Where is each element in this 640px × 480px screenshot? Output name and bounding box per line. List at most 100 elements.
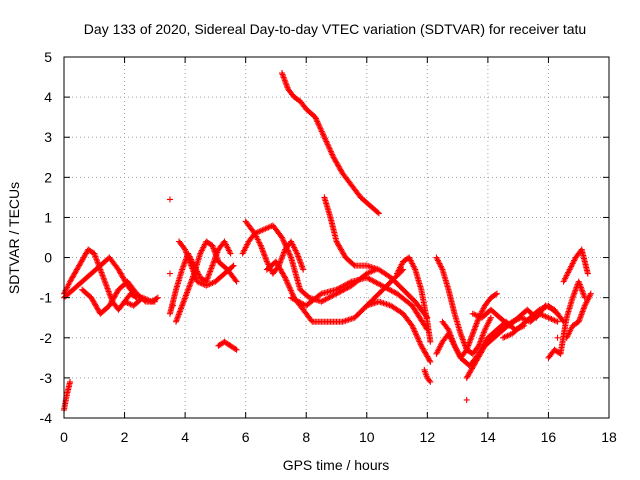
y-tick-label: 1	[44, 209, 52, 225]
data-point	[227, 250, 234, 257]
x-axis-title: GPS time / hours	[283, 457, 390, 473]
data-point	[312, 114, 319, 121]
y-tick-label: 2	[44, 169, 52, 185]
data-point	[285, 248, 292, 255]
y-tick-labels: -4 -3 -2 -1 0 1 2 3 4 5	[40, 49, 53, 426]
data-point	[286, 284, 293, 291]
data-point	[413, 331, 420, 338]
data-point	[325, 142, 332, 149]
data-point	[427, 338, 434, 345]
gridlines	[64, 57, 609, 418]
data-point	[232, 346, 239, 353]
y-tick-label: 5	[44, 49, 52, 65]
y-tick-label: -4	[40, 410, 53, 426]
data-point	[285, 281, 292, 288]
data-point	[315, 121, 322, 128]
x-tick-label: 12	[420, 429, 436, 445]
data-point	[327, 148, 334, 155]
data-point	[286, 251, 293, 258]
data-point	[493, 290, 500, 297]
x-tick-label: 6	[242, 429, 250, 445]
data-point	[554, 334, 561, 341]
data-point	[409, 324, 416, 331]
y-tick-label: -3	[40, 370, 53, 386]
x-tick-labels: 0 2 4 6 8 10 12 14 16 18	[60, 429, 617, 445]
data-point	[170, 302, 176, 309]
data-point	[284, 280, 291, 287]
data-point	[319, 129, 326, 136]
data-point	[317, 125, 324, 132]
data-point	[326, 145, 333, 152]
data-point	[317, 291, 324, 298]
y-tick-label: -2	[40, 330, 53, 346]
data-point	[542, 302, 549, 309]
chart-title: Day 133 of 2020, Sidereal Day-to-day VTE…	[84, 21, 586, 37]
data-point	[67, 378, 74, 385]
data-point	[281, 240, 288, 247]
data-point	[463, 396, 470, 403]
x-tick-label: 18	[601, 429, 617, 445]
data-point	[288, 288, 295, 295]
data-point	[283, 244, 290, 251]
data-point	[280, 238, 287, 245]
data-point	[230, 262, 237, 269]
data-point	[314, 119, 321, 126]
data-point	[417, 341, 424, 348]
data-point	[283, 277, 290, 284]
data-point	[374, 209, 381, 216]
data-point	[285, 283, 292, 290]
data-point	[427, 358, 434, 365]
data-point	[233, 346, 240, 353]
data-point	[320, 132, 327, 139]
data-point	[281, 273, 288, 280]
data-point	[283, 278, 290, 285]
data-point	[286, 250, 293, 257]
data-point	[312, 115, 319, 122]
y-tick-label: 3	[44, 129, 52, 145]
axis-ticks	[63, 56, 610, 419]
data-point	[284, 247, 291, 254]
data-point	[329, 151, 336, 158]
data-point	[153, 295, 160, 302]
data-point	[154, 294, 161, 301]
data-point	[287, 286, 294, 293]
data-point	[325, 144, 332, 151]
x-tick-label: 16	[541, 429, 557, 445]
data-point	[282, 243, 289, 250]
data-point	[166, 196, 173, 203]
data-point	[166, 270, 173, 277]
data-point	[313, 117, 320, 124]
y-axis-title: SDTVAR / TECUs	[6, 182, 22, 294]
data-point	[416, 338, 423, 345]
data-point	[411, 327, 418, 334]
data-point	[323, 139, 330, 146]
data-point	[347, 279, 354, 286]
data-point	[554, 318, 561, 325]
y-tick-label: 0	[44, 250, 52, 266]
y-tick-label: -1	[40, 290, 53, 306]
x-tick-label: 4	[181, 429, 189, 445]
data-point	[279, 234, 285, 241]
data-point	[287, 253, 294, 260]
data-point	[318, 127, 325, 134]
data-point	[280, 237, 287, 244]
data-point	[287, 287, 294, 294]
data-point	[350, 261, 357, 268]
x-tick-label: 14	[480, 429, 496, 445]
data-point	[316, 122, 323, 129]
data-point	[282, 241, 289, 248]
data-point	[322, 137, 329, 144]
data-point	[328, 149, 335, 156]
data-point	[492, 291, 499, 298]
x-tick-label: 8	[302, 429, 310, 445]
data-point	[320, 131, 327, 138]
data-point	[282, 276, 289, 283]
data-point	[487, 314, 494, 321]
plot-frame	[63, 56, 610, 419]
data-point	[587, 290, 594, 297]
data-point	[318, 128, 325, 135]
data-point	[409, 322, 416, 329]
x-tick-label: 0	[60, 429, 68, 445]
data-point	[375, 210, 382, 217]
data-point	[324, 141, 331, 148]
